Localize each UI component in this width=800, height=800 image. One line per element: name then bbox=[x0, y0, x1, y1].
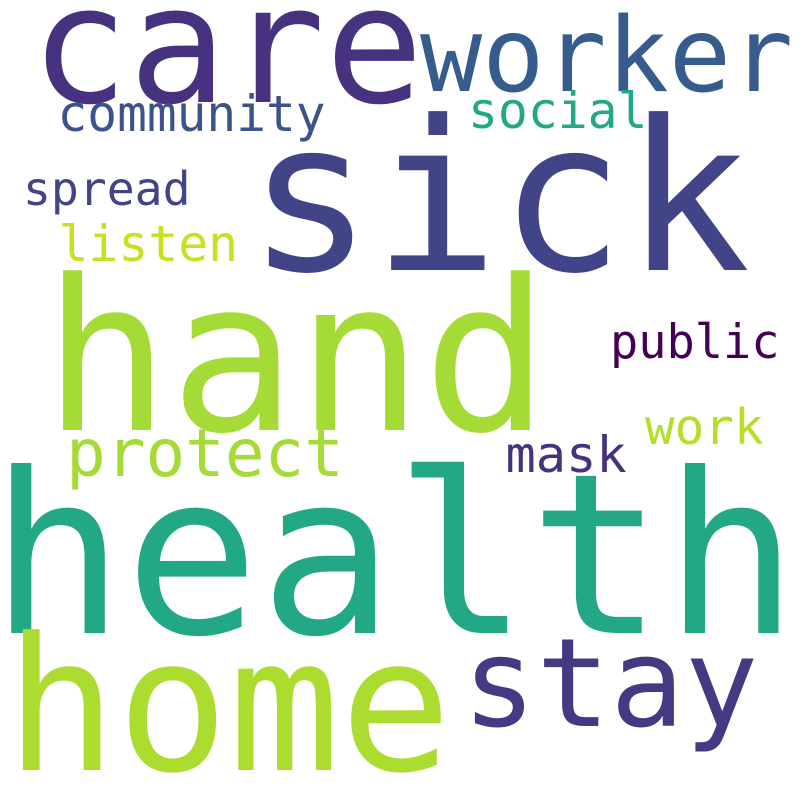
word-work: work bbox=[645, 398, 764, 456]
word-care: care bbox=[30, 0, 424, 141]
word-listen: listen bbox=[58, 215, 239, 274]
word-community: community bbox=[57, 84, 326, 143]
word-health: health bbox=[0, 425, 799, 687]
word-spread: spread bbox=[23, 162, 191, 217]
word-social: social bbox=[468, 82, 648, 141]
word-sick: sick bbox=[247, 77, 751, 321]
word-worker: worker bbox=[420, 0, 794, 117]
word-public: public bbox=[610, 315, 780, 371]
word-home: home bbox=[5, 597, 452, 800]
word-protect: protect bbox=[66, 415, 344, 493]
word-mask: mask bbox=[505, 425, 627, 485]
word-stay: stay bbox=[462, 613, 759, 757]
word-hand: hand bbox=[43, 234, 550, 480]
